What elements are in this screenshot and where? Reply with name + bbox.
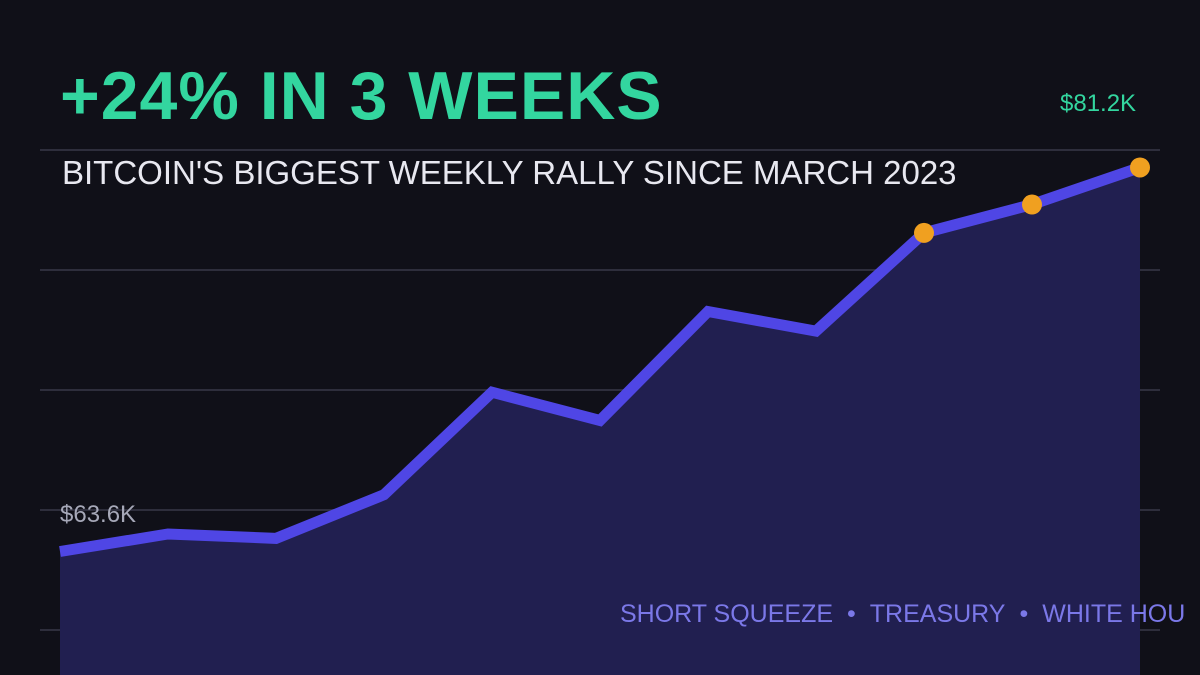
tag-separator: • bbox=[1019, 600, 1029, 628]
price-line bbox=[59, 162, 1142, 557]
tag-treasury: TREASURY bbox=[869, 600, 1006, 628]
highlight-markers bbox=[914, 157, 1150, 243]
highlight-marker bbox=[914, 222, 934, 243]
tag-short-squeeze: SHORT SQUEEZE bbox=[620, 600, 834, 628]
tag-white-house: WHITE HOU bbox=[1042, 600, 1186, 628]
subtitle: BITCOIN'S BIGGEST WEEKLY RALLY SINCE MAR… bbox=[62, 154, 957, 191]
highlight-marker bbox=[1130, 157, 1150, 178]
headline: +24% IN 3 WEEKS bbox=[60, 58, 663, 134]
tag-separator: • bbox=[847, 600, 856, 628]
start-price-label: $63.6K bbox=[60, 501, 137, 528]
highlight-marker bbox=[1022, 194, 1042, 215]
end-price-label: $81.2K bbox=[1060, 90, 1137, 117]
catalyst-tags: SHORT SQUEEZE • TREASURY • WHITE HOU bbox=[620, 602, 1185, 627]
